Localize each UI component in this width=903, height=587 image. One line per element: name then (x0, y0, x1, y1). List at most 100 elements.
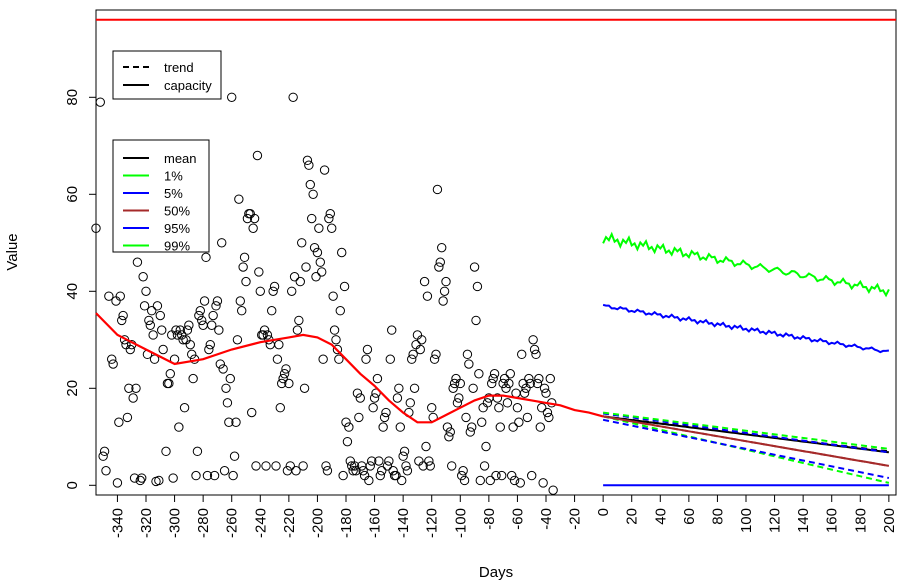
data-point (328, 291, 338, 301)
legend-quantiles (112, 139, 210, 253)
y-tick-label: 80 (64, 89, 81, 106)
data-point (338, 470, 348, 481)
data-point (378, 422, 388, 432)
data-point (299, 383, 310, 393)
data-point (384, 456, 394, 466)
x-tick-label: 80 (709, 508, 726, 525)
data-point (329, 325, 340, 335)
x-tick-label: -260 (224, 508, 241, 538)
data-point (155, 310, 165, 321)
data-point (131, 383, 141, 393)
data-point (307, 213, 317, 224)
x-tick-label: -200 (309, 508, 326, 538)
data-point (128, 393, 138, 403)
data-point (409, 383, 420, 393)
data-point (198, 320, 208, 330)
data-point (435, 257, 445, 267)
data-point (335, 306, 345, 316)
data-point (197, 315, 207, 326)
data-point (132, 257, 143, 267)
x-tick-label: -320 (138, 508, 155, 538)
data-point (212, 296, 223, 306)
data-point (425, 461, 435, 471)
data-point (117, 315, 127, 326)
data-point (471, 315, 481, 326)
data-point (381, 407, 391, 418)
data-point (379, 412, 390, 423)
y-tick-label: 40 (64, 283, 81, 300)
data-point (154, 475, 164, 486)
data-point (158, 344, 168, 355)
data-point (291, 466, 301, 476)
data-point (374, 456, 384, 466)
x-tick-label: 60 (681, 508, 698, 525)
data-point (545, 373, 555, 384)
x-tick-label: -220 (281, 508, 298, 538)
data-point (399, 446, 410, 457)
data-point (534, 373, 544, 384)
data-point (468, 383, 478, 393)
data-point (171, 325, 181, 335)
data-point (429, 354, 440, 364)
data-point (157, 325, 167, 335)
data-point (438, 296, 448, 306)
data-point (365, 461, 375, 471)
data-point (165, 369, 175, 379)
forecast-line-capacity (602, 303, 890, 354)
data-point (475, 475, 485, 486)
data-point (174, 422, 184, 432)
data-point (401, 461, 411, 471)
legend-label: capacity (164, 78, 212, 93)
data-point (269, 281, 280, 292)
data-point (539, 383, 550, 393)
data-point (488, 373, 498, 384)
data-point (112, 478, 123, 488)
data-point (321, 461, 331, 471)
data-point (341, 417, 351, 427)
data-point (107, 354, 117, 364)
legend-label: 50% (164, 204, 190, 219)
data-point (101, 466, 111, 476)
data-point (375, 470, 385, 481)
data-point (439, 286, 450, 296)
data-point (182, 325, 193, 335)
data-point (258, 330, 268, 340)
y-tick-label: 20 (64, 380, 81, 397)
data-point (317, 267, 327, 277)
x-tick-label: 0 (595, 508, 612, 516)
data-point (318, 354, 328, 364)
data-point (397, 475, 407, 486)
data-point (138, 272, 148, 282)
data-point (392, 393, 403, 403)
x-tick-label: -100 (452, 508, 469, 538)
data-point (339, 281, 350, 292)
data-point (418, 461, 428, 471)
data-point (271, 461, 281, 471)
data-point (361, 354, 371, 364)
data-point (467, 422, 477, 432)
data-point (331, 335, 341, 345)
data-point (312, 247, 323, 258)
data-point (267, 306, 277, 316)
x-tick-label: 180 (852, 508, 869, 533)
data-point (367, 456, 377, 466)
data-point (319, 165, 330, 175)
data-point (538, 478, 548, 488)
data-point (148, 330, 158, 340)
legend-label: 95% (164, 221, 190, 236)
data-point (514, 417, 524, 427)
data-point (512, 403, 523, 413)
data-point (402, 466, 413, 476)
x-tick-label: -240 (252, 508, 269, 538)
data-point (322, 466, 333, 476)
data-point (395, 422, 405, 432)
x-tick-label: -280 (195, 508, 212, 538)
x-tick-label: 20 (624, 508, 641, 525)
data-point (427, 403, 437, 413)
data-point (522, 412, 533, 423)
data-point (135, 475, 145, 486)
data-point (202, 470, 213, 481)
data-point (517, 349, 527, 360)
data-point (432, 184, 443, 195)
data-point (285, 461, 295, 471)
